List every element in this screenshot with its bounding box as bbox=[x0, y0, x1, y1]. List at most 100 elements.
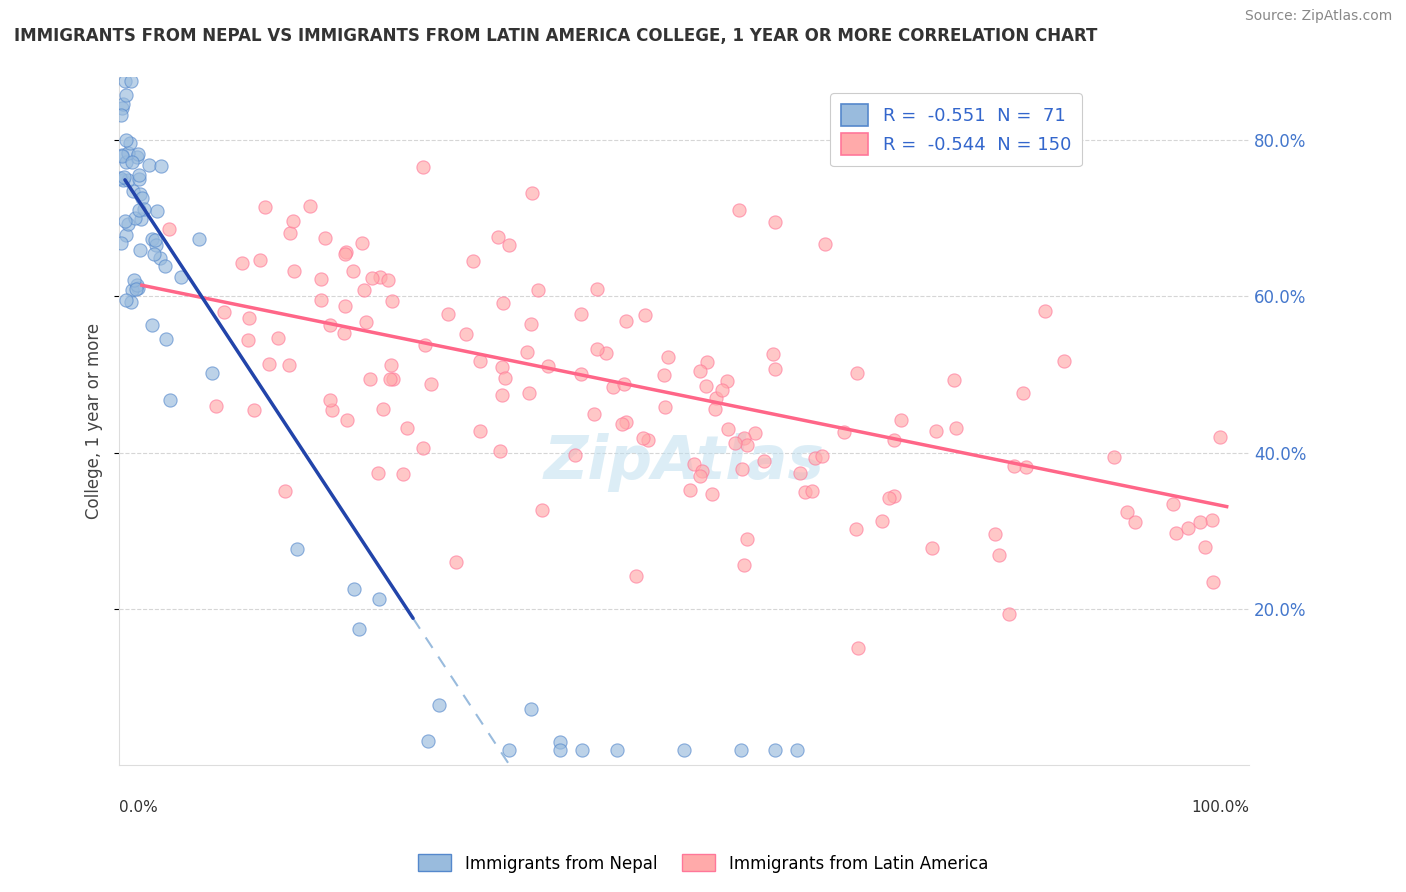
Point bbox=[804, 450, 827, 465]
Point bbox=[115, 227, 138, 242]
Point bbox=[141, 232, 163, 246]
Point bbox=[582, 407, 605, 421]
Point bbox=[811, 449, 834, 463]
Point bbox=[731, 462, 754, 476]
Point bbox=[354, 315, 377, 329]
Point bbox=[924, 424, 946, 438]
Point bbox=[153, 259, 176, 273]
Point bbox=[602, 380, 624, 394]
Point bbox=[333, 247, 356, 261]
Point bbox=[412, 441, 434, 455]
Point bbox=[243, 403, 266, 417]
Point bbox=[142, 247, 165, 261]
Point bbox=[111, 147, 134, 161]
Point bbox=[735, 533, 758, 547]
Point bbox=[498, 742, 520, 756]
Point bbox=[114, 293, 136, 307]
Point bbox=[527, 284, 550, 298]
Point bbox=[121, 185, 143, 199]
Point bbox=[1015, 459, 1038, 474]
Point bbox=[367, 467, 389, 481]
Point bbox=[704, 391, 727, 405]
Point bbox=[110, 107, 132, 121]
Point bbox=[117, 146, 139, 161]
Point bbox=[111, 96, 134, 111]
Point bbox=[112, 169, 135, 184]
Point bbox=[1104, 450, 1126, 465]
Point bbox=[125, 277, 148, 292]
Point bbox=[115, 155, 138, 169]
Point bbox=[124, 211, 146, 225]
Point bbox=[492, 296, 515, 310]
Point bbox=[548, 735, 571, 749]
Point bbox=[117, 173, 139, 187]
Point bbox=[571, 742, 593, 756]
Point bbox=[832, 425, 855, 439]
Point bbox=[530, 503, 553, 517]
Point bbox=[683, 457, 706, 471]
Point bbox=[444, 555, 467, 569]
Point bbox=[281, 214, 304, 228]
Point bbox=[789, 467, 811, 481]
Point bbox=[267, 331, 290, 345]
Point bbox=[610, 417, 633, 432]
Point bbox=[342, 263, 364, 277]
Point bbox=[943, 373, 966, 387]
Point bbox=[114, 88, 136, 103]
Point bbox=[333, 299, 356, 313]
Point bbox=[522, 186, 544, 201]
Point bbox=[361, 271, 384, 285]
Point bbox=[801, 484, 824, 499]
Point bbox=[382, 372, 405, 386]
Point bbox=[149, 252, 172, 266]
Point bbox=[145, 237, 167, 252]
Text: 100.0%: 100.0% bbox=[1191, 799, 1250, 814]
Point bbox=[128, 172, 150, 186]
Point bbox=[793, 485, 815, 500]
Point bbox=[1164, 526, 1187, 541]
Point bbox=[654, 401, 676, 415]
Point bbox=[624, 569, 647, 583]
Point bbox=[491, 388, 513, 402]
Point bbox=[586, 342, 609, 356]
Point bbox=[319, 318, 342, 332]
Point bbox=[420, 377, 443, 392]
Point bbox=[763, 742, 786, 756]
Point bbox=[728, 202, 751, 217]
Point bbox=[716, 374, 738, 388]
Point bbox=[257, 357, 280, 371]
Point bbox=[333, 326, 356, 340]
Point bbox=[278, 226, 301, 240]
Point bbox=[353, 284, 375, 298]
Point bbox=[1012, 386, 1035, 401]
Point bbox=[187, 232, 209, 246]
Point bbox=[631, 431, 654, 445]
Point bbox=[108, 171, 131, 186]
Point bbox=[845, 367, 868, 381]
Point bbox=[703, 401, 725, 416]
Point bbox=[762, 346, 785, 360]
Point bbox=[204, 400, 226, 414]
Point bbox=[890, 413, 912, 427]
Point bbox=[1189, 515, 1212, 529]
Point bbox=[141, 318, 163, 332]
Point bbox=[412, 160, 434, 174]
Point bbox=[585, 282, 607, 296]
Point bbox=[413, 338, 436, 352]
Point bbox=[274, 484, 297, 499]
Point bbox=[127, 147, 149, 161]
Point bbox=[437, 307, 460, 321]
Point bbox=[117, 217, 139, 231]
Point bbox=[253, 200, 276, 214]
Point bbox=[131, 191, 153, 205]
Point bbox=[695, 379, 717, 393]
Point bbox=[314, 231, 336, 245]
Point bbox=[124, 273, 146, 287]
Point bbox=[945, 421, 967, 435]
Point bbox=[395, 421, 418, 435]
Point bbox=[368, 270, 391, 285]
Point bbox=[498, 237, 520, 252]
Point bbox=[569, 367, 592, 381]
Point bbox=[468, 424, 491, 438]
Point bbox=[298, 199, 321, 213]
